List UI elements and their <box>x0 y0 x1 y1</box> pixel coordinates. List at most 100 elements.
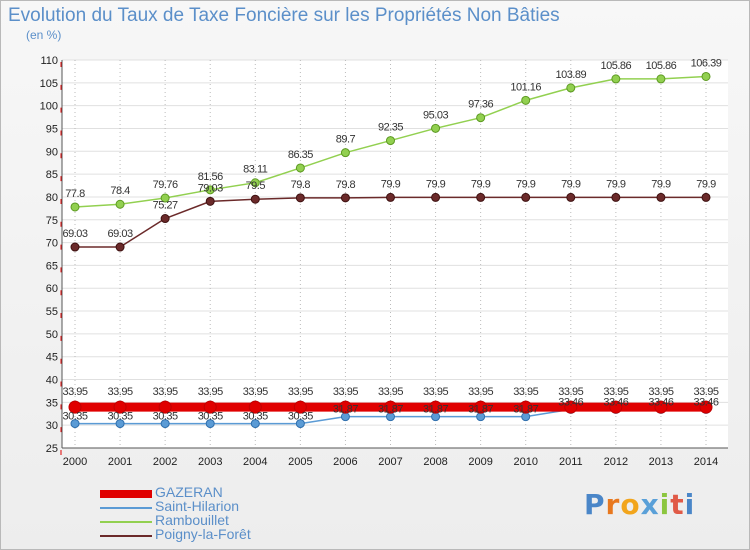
data-label-gazeran: 33.95 <box>423 386 448 398</box>
data-point-rambouillet <box>250 178 260 188</box>
legend-swatch-gazeran <box>100 490 152 498</box>
data-label-poigny: 79.9 <box>561 178 581 190</box>
y-tick-label: 80 <box>46 192 58 204</box>
x-tick-label: 2005 <box>288 456 312 468</box>
data-label-gazeran: 33.95 <box>62 386 87 398</box>
legend-item-gazeran: GAZERAN <box>100 484 320 500</box>
data-label-saint_hilarion: 31.87 <box>378 404 403 416</box>
data-label-saint_hilarion: 30.35 <box>62 411 87 423</box>
data-point-gazeran <box>293 400 307 414</box>
y-tick-label: 60 <box>46 283 58 295</box>
data-point-rambouillet <box>656 74 666 84</box>
data-label-poigny: 79.9 <box>696 178 716 190</box>
y-tick-label: 50 <box>46 329 58 341</box>
data-label-gazeran: 33.95 <box>693 386 718 398</box>
data-point-gazeran <box>68 400 82 414</box>
y-tick-label: 100 <box>40 101 58 113</box>
x-tick-label: 2006 <box>333 456 357 468</box>
data-label-rambouillet: 103.89 <box>555 69 586 81</box>
y-tick-label: 55 <box>46 306 58 318</box>
data-label-rambouillet: 101.16 <box>510 81 541 93</box>
data-point-rambouillet <box>701 71 711 81</box>
x-tick-label: 2010 <box>513 456 537 468</box>
data-label-rambouillet: 86.35 <box>288 149 313 161</box>
data-label-rambouillet: 92.35 <box>378 122 403 134</box>
data-label-poigny: 69.03 <box>62 228 87 240</box>
data-point-poigny <box>160 214 170 224</box>
data-label-poigny: 79.03 <box>198 182 223 194</box>
y-tick-label: 40 <box>46 375 58 387</box>
logo-letter: x <box>640 488 660 521</box>
y-tick-label: 95 <box>46 123 58 135</box>
data-point-rambouillet <box>340 148 350 158</box>
y-tick-label: 105 <box>40 78 58 90</box>
data-point-gazeran <box>429 400 443 414</box>
x-tick-label: 2007 <box>378 456 402 468</box>
data-label-poigny: 79.8 <box>336 179 356 191</box>
data-point-poigny <box>70 242 80 252</box>
legend-label-saint_hilarion: Saint-Hilarion <box>155 498 240 514</box>
x-tick-label: 2000 <box>63 456 87 468</box>
x-tick-label: 2004 <box>243 456 267 468</box>
data-label-poigny: 79.8 <box>291 179 311 191</box>
data-label-rambouillet: 83.11 <box>243 164 268 176</box>
y-tick-label: 35 <box>46 397 58 409</box>
data-label-rambouillet: 78.4 <box>110 185 130 197</box>
plot-area <box>62 60 728 448</box>
data-point-poigny <box>205 196 215 206</box>
data-label-poigny: 69.03 <box>108 228 133 240</box>
data-label-rambouillet: 97.36 <box>468 99 493 111</box>
data-label-saint_hilarion: 33.46 <box>648 396 673 408</box>
data-label-saint_hilarion: 33.46 <box>558 396 583 408</box>
data-point-gazeran <box>158 400 172 414</box>
y-tick-label: 45 <box>46 352 58 364</box>
legend-item-poigny: Poigny-la-Forêt <box>100 526 320 542</box>
data-label-saint_hilarion: 33.46 <box>603 396 628 408</box>
y-unit-label: (en %) <box>26 28 62 42</box>
data-label-saint_hilarion: 30.35 <box>153 411 178 423</box>
data-label-rambouillet: 105.86 <box>601 60 632 72</box>
logo-letter: i <box>684 488 696 521</box>
data-point-poigny <box>386 192 395 202</box>
x-tick-label: 2001 <box>108 456 132 468</box>
data-label-poigny: 79.9 <box>471 178 491 190</box>
x-tick-label: 2013 <box>649 456 673 468</box>
data-point-rambouillet <box>566 83 576 93</box>
data-label-gazeran: 33.95 <box>468 386 493 398</box>
x-tick-label: 2003 <box>198 456 222 468</box>
data-label-saint_hilarion: 30.35 <box>288 411 313 423</box>
data-label-saint_hilarion: 31.87 <box>333 404 358 416</box>
data-point-gazeran <box>338 400 352 414</box>
data-point-rambouillet <box>160 193 170 203</box>
data-point-poigny <box>611 192 621 202</box>
data-label-rambouillet: 95.03 <box>423 109 448 121</box>
data-point-poigny <box>250 194 260 204</box>
data-point-rambouillet <box>431 123 441 133</box>
data-label-gazeran: 33.95 <box>288 386 313 398</box>
data-point-gazeran <box>609 400 623 414</box>
logo-letter: P <box>584 488 606 521</box>
data-point-rambouillet <box>476 113 486 123</box>
data-point-saint_hilarion <box>115 419 125 429</box>
data-point-poigny <box>566 192 576 202</box>
data-point-poigny <box>656 192 666 202</box>
data-label-poigny: 79.5 <box>246 180 266 192</box>
data-label-gazeran: 33.95 <box>513 386 538 398</box>
data-label-saint_hilarion: 33.46 <box>693 396 718 408</box>
data-label-saint_hilarion: 31.87 <box>423 404 448 416</box>
data-point-poigny <box>340 193 350 203</box>
x-tick-label: 2014 <box>694 456 718 468</box>
data-label-rambouillet: 89.7 <box>336 134 356 146</box>
y-tick-label: 75 <box>46 215 58 227</box>
legend-label-gazeran: GAZERAN <box>155 484 223 500</box>
data-label-saint_hilarion: 30.35 <box>243 411 268 423</box>
legend-swatch-poigny <box>100 535 152 537</box>
x-tick-label: 2002 <box>153 456 177 468</box>
y-tick-label: 70 <box>46 238 58 250</box>
data-point-rambouillet <box>205 185 215 195</box>
data-label-rambouillet: 81.56 <box>198 171 223 183</box>
data-point-gazeran <box>113 400 127 414</box>
data-point-rambouillet <box>386 136 395 146</box>
legend-item-rambouillet: Rambouillet <box>100 512 320 528</box>
